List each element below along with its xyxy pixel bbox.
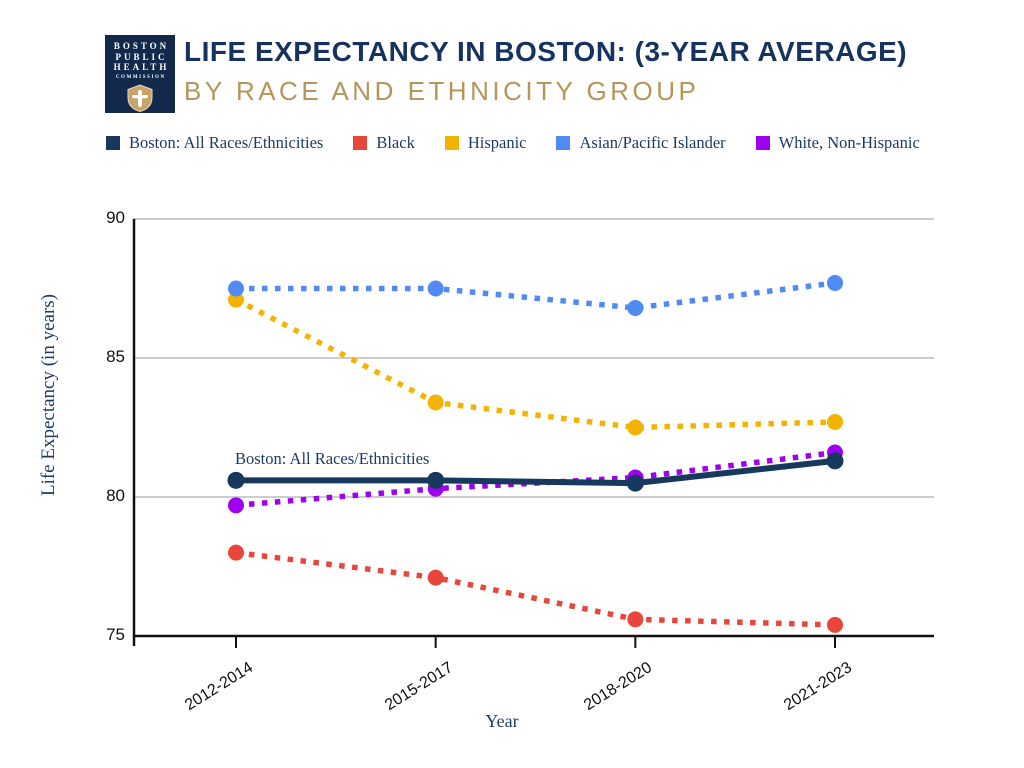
legend-label: White, Non-Hispanic [778, 133, 920, 152]
series-line-hispanic [234, 297, 836, 431]
legend-item: Black [353, 133, 415, 153]
y-tick-label: 75 [106, 625, 125, 644]
series-line-black [235, 549, 836, 628]
data-point [227, 471, 245, 489]
legend-item: Hispanic [444, 133, 527, 153]
data-point [228, 280, 244, 297]
series-line-boston-all-races-ethnicities [233, 457, 839, 487]
data-point [627, 419, 644, 436]
chart-legend: Boston: All Races/Ethnicities Black Hispan… [106, 133, 1018, 153]
page-subtitle: BY RACE AND ETHNICITY GROUP [184, 76, 700, 106]
data-point [627, 611, 644, 628]
legend-label: Hispanic [467, 133, 527, 152]
y-tick-label: 80 [106, 486, 125, 505]
data-point [827, 274, 844, 291]
x-axis-title: Year [485, 711, 519, 731]
legend-swatch [444, 136, 459, 150]
x-tick-label: 2021-2023 [781, 659, 856, 714]
page-title: LIFE EXPECTANCY IN BOSTON: (3-YEAR AVERA… [184, 36, 908, 67]
y-tick-label: 85 [106, 347, 125, 366]
data-point [228, 497, 244, 514]
legend-swatch [353, 136, 368, 150]
legend-swatch [106, 136, 120, 150]
legend-swatch [755, 136, 770, 150]
data-point [827, 413, 844, 430]
series-line-asian-pacific-islander [236, 280, 836, 311]
legend-swatch [556, 136, 571, 150]
legend-label: Boston: All Races/Ethnicities [129, 133, 324, 152]
data-point [228, 544, 244, 561]
x-tick-label: 2012-2014 [182, 659, 257, 714]
legend-item: Boston: All Races/Ethnicities [106, 133, 323, 153]
data-point [627, 299, 644, 316]
legend-label: Asian/Pacific Islander [579, 133, 726, 152]
y-tick-label: 90 [106, 208, 125, 227]
data-point [427, 394, 444, 411]
legend-item: White, Non-Hispanic [755, 133, 920, 153]
series-annotation-label: Boston: All Races/Ethnicities [235, 449, 430, 468]
logo-line: HEALTH [113, 62, 170, 72]
y-axis-title: Life Expectancy (in years) [38, 293, 59, 497]
data-point [427, 471, 445, 489]
data-point [427, 280, 444, 297]
data-point [826, 452, 844, 470]
data-point [827, 616, 844, 633]
legend-label: Black [376, 133, 415, 152]
bphc-logo: BOSTON PUBLIC HEALTH COMMISSION [105, 35, 175, 113]
data-point [626, 474, 644, 492]
line-chart-plot-area [132, 218, 934, 648]
data-point [427, 569, 444, 586]
legend-item: Asian/Pacific Islander [556, 133, 726, 153]
logo-line: PUBLIC [115, 51, 168, 62]
logo-line: COMMISSION [115, 74, 166, 80]
data-point [228, 291, 244, 308]
shield-dove-icon [127, 83, 153, 112]
logo-line: BOSTON [113, 41, 170, 51]
